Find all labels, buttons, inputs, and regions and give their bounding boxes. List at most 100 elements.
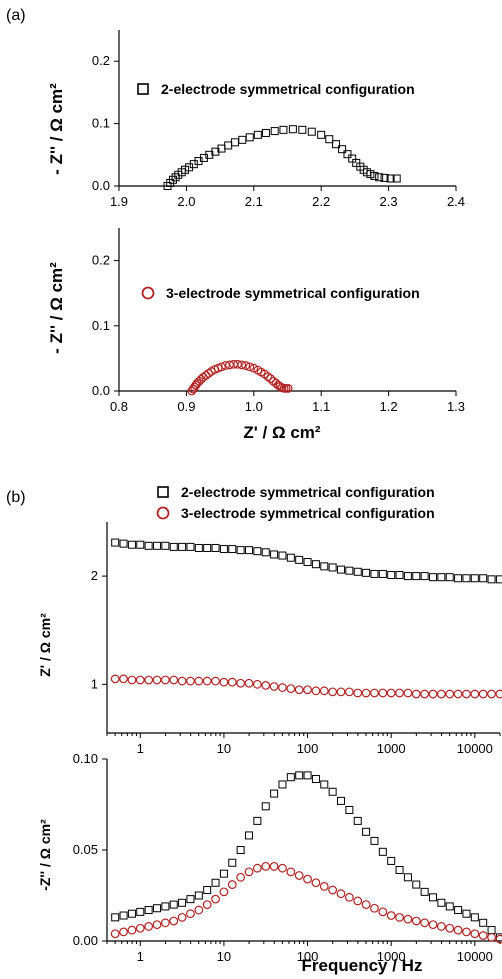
data-point (343, 150, 352, 159)
data-point (177, 676, 187, 686)
data-point (348, 154, 357, 163)
data-point (362, 568, 371, 577)
data-point (144, 906, 153, 915)
data-point (227, 880, 237, 889)
x-tick-label: 1 (137, 949, 144, 964)
x-tick-label: 1000 (377, 741, 406, 756)
data-point (454, 574, 463, 583)
data-point (370, 903, 379, 913)
data-point (361, 688, 371, 698)
y-tick-label: 0.1 (92, 318, 110, 333)
data-point (238, 135, 247, 144)
x-tick-label: 1.1 (312, 399, 330, 414)
data-point (160, 675, 170, 685)
data-point (261, 861, 271, 871)
data-point (470, 929, 480, 939)
data-point (169, 916, 179, 926)
data-point (278, 551, 287, 560)
legend-label: 3-electrode symmetrical configuration (181, 505, 435, 521)
y-tick-label: 0.10 (73, 751, 98, 766)
data-point (286, 684, 296, 694)
y-tick-label: 1 (91, 676, 98, 691)
data-point (278, 683, 287, 692)
data-point (135, 923, 145, 933)
data-point (186, 909, 195, 919)
data-point (203, 543, 212, 552)
data-point (286, 773, 295, 782)
x-tick-label: 10000 (457, 949, 493, 964)
data-point (311, 878, 321, 888)
data-point (127, 909, 136, 918)
x-tick-label: 2.0 (177, 194, 195, 209)
y-tick-label: 2 (91, 568, 98, 583)
data-point (261, 802, 270, 811)
data-point (386, 174, 395, 183)
data-point (429, 573, 438, 582)
data-point (303, 685, 312, 695)
data-point (119, 927, 128, 937)
legend-label: 2-electrode symmetrical configuration (161, 81, 415, 97)
data-point (241, 361, 251, 370)
legend-marker (157, 486, 169, 498)
data-point (387, 856, 396, 865)
data-point (245, 546, 254, 555)
data-point (344, 892, 354, 902)
y-axis-title: - Z'' / Ω cm² (47, 262, 66, 354)
data-point (478, 689, 488, 699)
data-point (286, 867, 296, 877)
data-point (244, 867, 254, 877)
data-point (454, 906, 463, 915)
data-point (428, 689, 438, 699)
data-point (344, 687, 354, 697)
data-point (221, 361, 230, 370)
data-point (325, 135, 334, 144)
chart-layer: 1.9 2.0 2.1 2.2 2.3 2.4 0.0 0.1 0.2 - Z'' / Ω cm²… (37, 30, 502, 975)
legend-label: 3-electrode symmetrical configuration (166, 285, 420, 301)
y-tick-label: 0.0 (92, 178, 110, 193)
data-point (479, 574, 488, 583)
data-point (204, 368, 214, 378)
data-point (244, 678, 254, 688)
data-point (311, 560, 320, 569)
data-point (249, 363, 259, 373)
data-point (202, 900, 212, 909)
data-point (370, 688, 379, 698)
x-tick-label: 1.9 (110, 194, 128, 209)
data-point (110, 929, 120, 939)
data-point (403, 914, 413, 924)
data-point (230, 138, 239, 147)
data-point (119, 911, 128, 920)
data-point (386, 688, 396, 698)
data-point (110, 674, 120, 684)
data-point (353, 567, 362, 576)
x-tick-label: 10 (217, 741, 231, 756)
y-tick-label: 0.1 (92, 116, 110, 131)
data-point (420, 572, 429, 581)
data-point (320, 562, 329, 571)
data-point (219, 545, 228, 554)
data-point (353, 816, 362, 825)
data-point (127, 675, 137, 685)
data-point (194, 905, 204, 915)
data-point (495, 934, 502, 944)
y-tick-label: 0.05 (73, 842, 98, 857)
data-point (236, 546, 245, 555)
data-point (370, 569, 379, 578)
data-point (298, 125, 307, 134)
data-point (328, 885, 338, 895)
data-point (269, 682, 279, 691)
data-point (261, 128, 270, 137)
data-point (219, 887, 229, 897)
data-point (152, 675, 162, 685)
data-point (303, 558, 312, 567)
x-tick-label: 2.1 (245, 194, 263, 209)
data-point (462, 909, 471, 918)
data-point (203, 886, 212, 895)
data-point (227, 677, 237, 687)
x-tick-label: 100 (297, 949, 319, 964)
data-point (228, 545, 237, 554)
x-axis-title: Z' / Ω cm² (243, 423, 321, 442)
data-point (353, 688, 363, 698)
data-point (168, 175, 177, 184)
